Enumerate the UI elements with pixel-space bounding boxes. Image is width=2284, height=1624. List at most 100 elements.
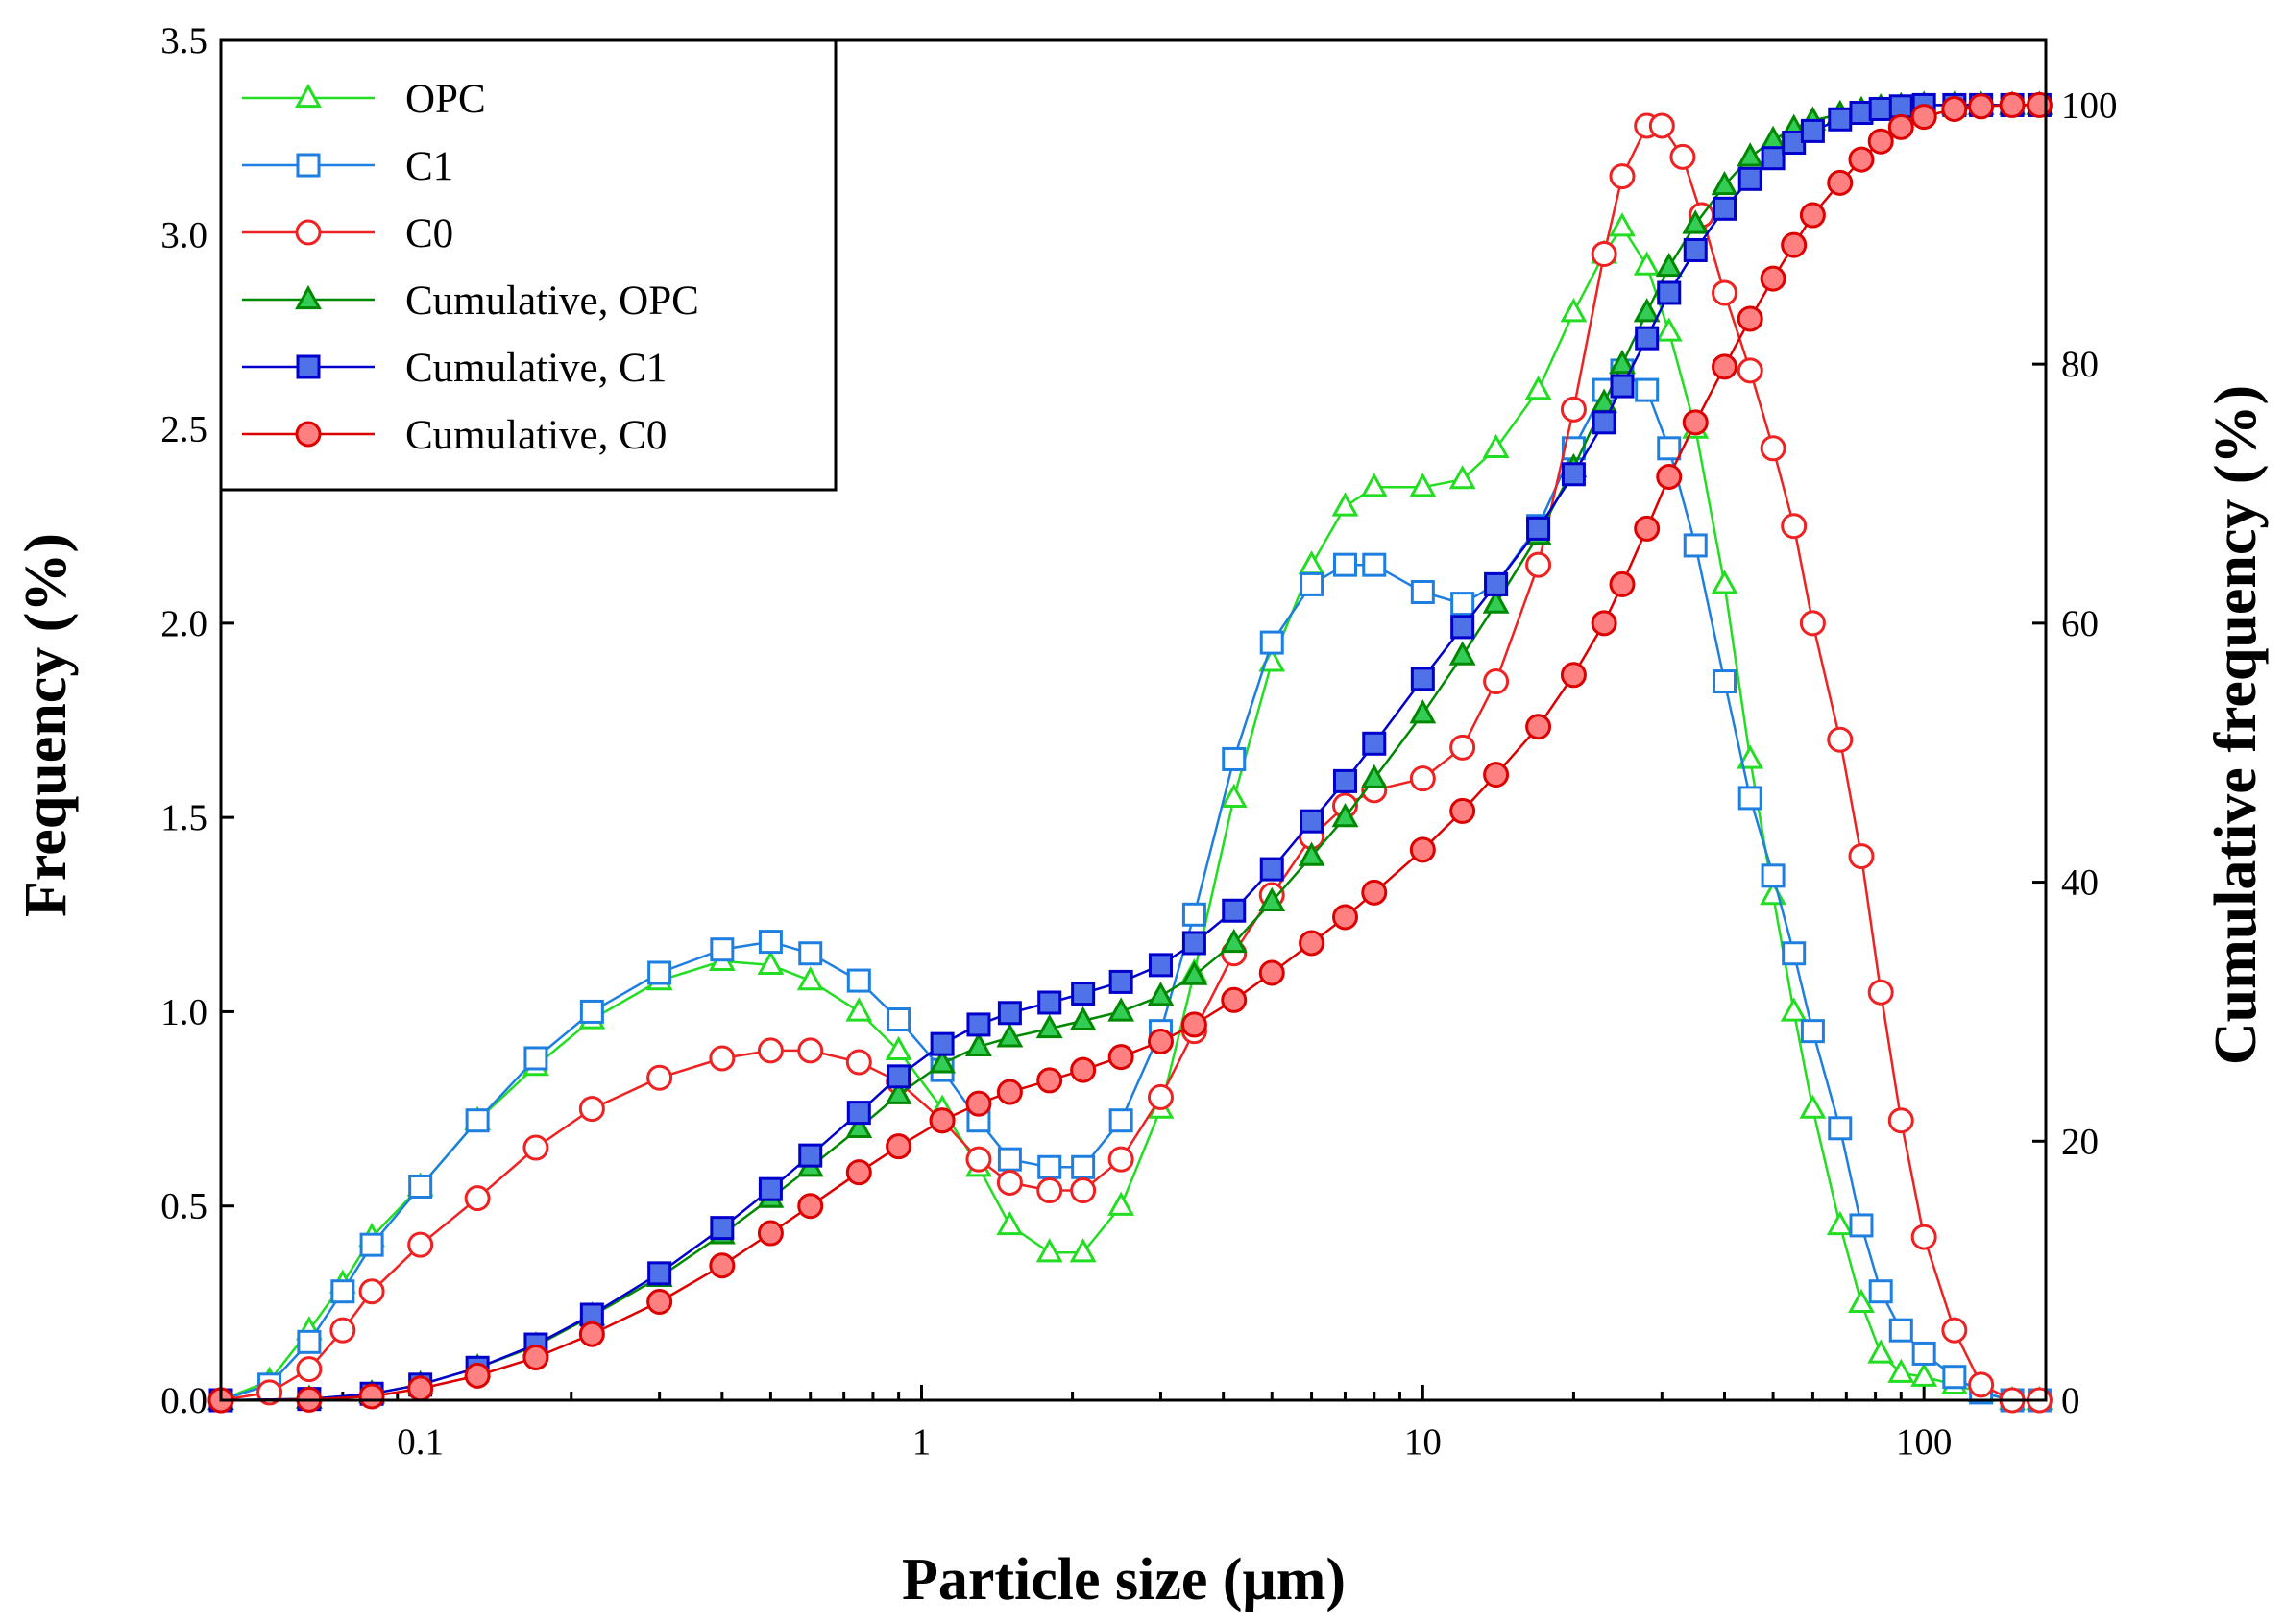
legend-marker xyxy=(295,421,322,448)
data-point xyxy=(1737,305,1763,332)
left-y-tick-label: 2.0 xyxy=(160,603,207,644)
data-point xyxy=(965,1031,992,1056)
data-point xyxy=(845,997,873,1022)
data-point xyxy=(407,1231,434,1258)
data-point xyxy=(1609,350,1636,375)
left-y-tick-label: 0.0 xyxy=(160,1380,207,1421)
data-point xyxy=(1591,241,1617,268)
left-y-tick-label: 3.0 xyxy=(160,214,207,255)
data-point xyxy=(1849,101,1874,126)
data-point xyxy=(1331,803,1359,828)
left-y-axis-title: Frequency (%) xyxy=(13,533,79,917)
data-point xyxy=(1448,465,1476,490)
data-point xyxy=(647,1261,672,1286)
data-point xyxy=(1220,928,1248,954)
data-point xyxy=(1683,533,1708,558)
data-point xyxy=(1035,1238,1063,1263)
data-point xyxy=(296,1356,323,1383)
data-point xyxy=(1683,237,1708,262)
data-point xyxy=(359,1232,384,1257)
data-point xyxy=(1180,1011,1207,1038)
data-point xyxy=(1560,662,1587,689)
data-point xyxy=(929,1049,957,1074)
legend-item: C0 xyxy=(242,211,453,256)
data-point xyxy=(1069,1006,1097,1031)
data-point xyxy=(1781,231,1808,258)
data-point xyxy=(522,1344,549,1370)
data-point xyxy=(1221,986,1248,1013)
data-point xyxy=(1888,1318,1913,1343)
data-point xyxy=(1800,1019,1825,1044)
data-point xyxy=(1827,169,1854,196)
series-cumulative-c1 xyxy=(208,92,2052,1413)
data-point xyxy=(1450,615,1475,640)
left-y-tick-label: 1.0 xyxy=(160,991,207,1032)
data-point xyxy=(1409,699,1437,724)
data-point xyxy=(1483,762,1510,788)
x-axis-title: Particle size (μm) xyxy=(902,1547,1346,1612)
data-point xyxy=(1610,374,1635,399)
right-y-tick-label: 0 xyxy=(2061,1380,2080,1421)
right-y-axis-title: Cumulative frequency (%) xyxy=(2203,385,2269,1065)
data-point xyxy=(1942,1365,1967,1390)
data-point xyxy=(965,1146,992,1173)
data-point xyxy=(1635,377,1660,402)
data-point xyxy=(1222,898,1247,923)
data-point xyxy=(1362,731,1387,756)
data-point xyxy=(1108,969,1133,994)
data-point xyxy=(1682,209,1710,234)
data-point xyxy=(1259,630,1284,655)
data-point xyxy=(1147,1028,1174,1054)
data-point xyxy=(330,1279,355,1304)
data-point xyxy=(1737,786,1762,811)
data-point xyxy=(886,1133,912,1160)
data-point xyxy=(1037,1154,1062,1179)
data-point xyxy=(1220,783,1248,809)
data-point xyxy=(798,941,823,966)
data-point xyxy=(1147,982,1175,1006)
data-point xyxy=(1711,570,1738,594)
left-y-tick-label: 1.5 xyxy=(160,797,207,838)
data-point xyxy=(1300,809,1324,834)
data-point xyxy=(1300,571,1324,596)
data-point xyxy=(1333,768,1358,793)
series-line xyxy=(220,369,2040,1402)
data-point xyxy=(523,1046,548,1071)
right-y-tick-label: 80 xyxy=(2061,344,2099,385)
data-point xyxy=(1526,516,1551,541)
data-point xyxy=(996,1023,1024,1048)
data-point xyxy=(408,1174,433,1199)
data-point xyxy=(1682,409,1709,436)
data-point xyxy=(1107,997,1135,1022)
data-point xyxy=(465,1108,490,1133)
data-point xyxy=(1484,571,1509,596)
data-point xyxy=(1799,1094,1827,1119)
x-tick-label: 100 xyxy=(1896,1421,1953,1463)
series-layer xyxy=(207,90,2053,1414)
data-point xyxy=(1069,1238,1097,1263)
right-y-tick-label: 40 xyxy=(2061,862,2099,904)
data-point xyxy=(1648,112,1675,139)
right-y-tick-label: 20 xyxy=(2061,1121,2099,1162)
data-point xyxy=(1799,202,1826,229)
data-point xyxy=(758,930,783,955)
data-point xyxy=(757,1220,784,1247)
data-point xyxy=(1780,997,1808,1022)
data-point xyxy=(1827,726,1854,753)
left-y-tick-label: 3.5 xyxy=(160,20,207,61)
data-point xyxy=(1713,669,1737,694)
data-point xyxy=(1782,941,1807,966)
data-point xyxy=(796,965,824,991)
data-point xyxy=(1332,904,1359,931)
data-point xyxy=(1525,714,1552,740)
data-point xyxy=(1298,841,1325,866)
data-point xyxy=(1108,1108,1133,1133)
legend-label: C1 xyxy=(405,144,453,189)
data-point xyxy=(1711,170,1738,196)
series-cumulative-c0 xyxy=(207,91,2053,1414)
data-point xyxy=(1868,1279,1893,1304)
left-y-tick-label: 0.5 xyxy=(160,1186,207,1227)
legend-label: Cumulative, OPC xyxy=(405,279,699,324)
data-point xyxy=(758,1176,783,1201)
